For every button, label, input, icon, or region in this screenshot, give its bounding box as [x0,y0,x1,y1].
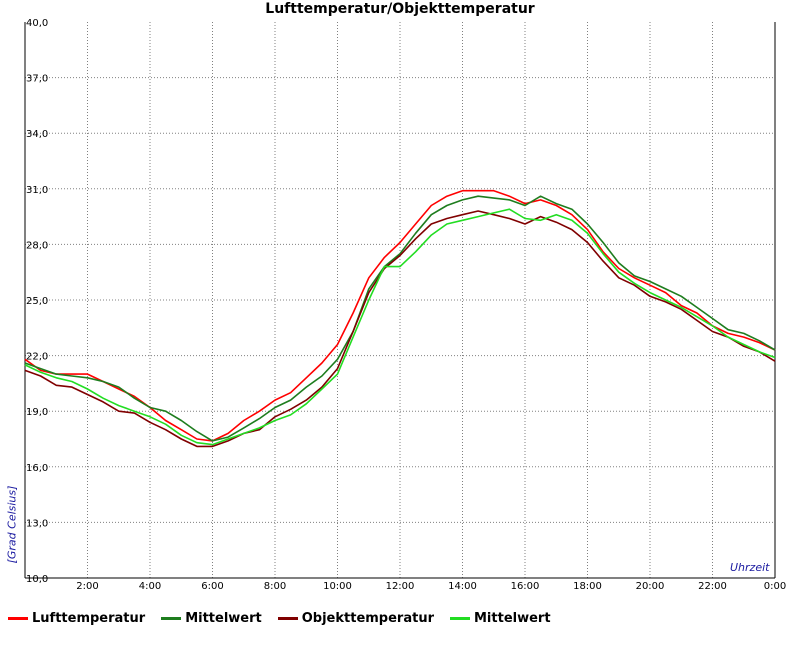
y-tick-label: 16,0 [26,463,48,474]
x-tick-label: 8:00 [264,581,286,592]
y-tick-label: 34,0 [26,129,48,140]
legend-item-mittelwert-2: Mittelwert [450,611,551,626]
legend-label: Objekttemperatur [301,610,434,626]
y-tick-label: 37,0 [26,74,48,85]
legend-label: Mittelwert [474,610,551,626]
x-tick-label: 12:00 [386,581,415,592]
y-tick-label: 13,0 [26,518,48,529]
x-tick-label: 2:00 [76,581,98,592]
y-tick-label: 25,0 [26,296,48,307]
legend-swatch [8,616,28,620]
y-tick-label: 28,0 [26,240,48,251]
y-tick-label: 19,0 [26,407,48,418]
x-tick-label: 0:00 [764,581,786,592]
x-tick-label: 18:00 [573,581,602,592]
legend-item-objekttemperatur: Objekttemperatur [277,610,434,626]
series-line-4 [24,208,776,446]
x-tick-label: 14:00 [448,581,477,592]
y-tick-label: 31,0 [26,185,48,196]
legend-label: Lufttemperatur [32,610,146,626]
legend-item-lufttemperatur: Lufttemperatur [8,611,145,626]
legend-swatch [161,616,182,620]
legend-swatch [450,616,470,620]
y-tick-label: 10,0 [26,574,48,585]
legend-label: Mittelwert [185,610,262,626]
y-tick-label: 22,0 [26,352,48,363]
x-tick-label: 20:00 [636,581,665,592]
x-axis-label: Uhrzeit [730,561,770,574]
x-tick-label: 16:00 [511,581,540,592]
x-tick-label: 10:00 [323,581,352,592]
series-line-2 [24,195,776,442]
legend-item-mittelwert-1: Mittelwert [161,611,262,626]
chart-title: Lufttemperatur/Objekttemperatur [265,1,535,17]
x-tick-label: 6:00 [201,581,223,592]
x-tick-label: 4:00 [139,581,161,592]
legend: Lufttemperatur Mittelwert Objekttemperat… [8,608,567,628]
legend-swatch [277,616,298,620]
y-axis-label: [Grad Celsius] [5,485,19,564]
x-tick-label: 22:00 [698,581,727,592]
series-line-3 [24,210,776,448]
y-tick-label: 40,0 [26,18,48,29]
